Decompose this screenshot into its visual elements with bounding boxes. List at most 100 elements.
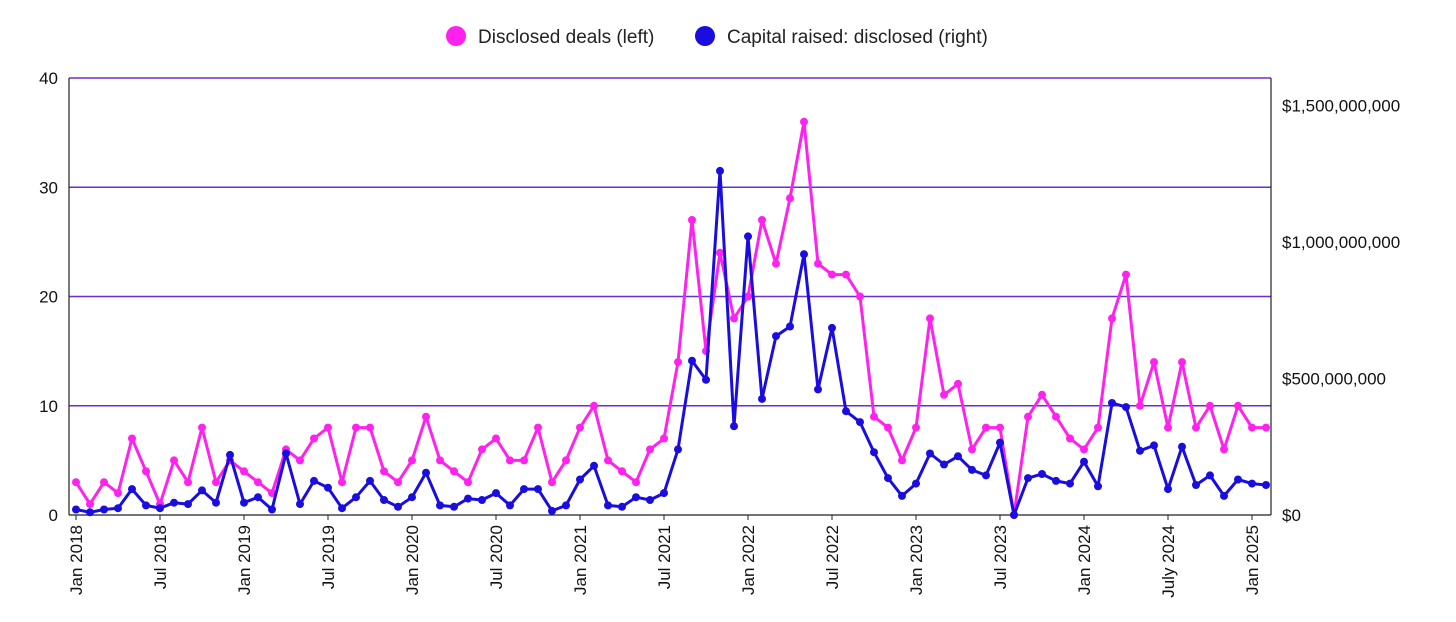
deals-point [1150,358,1158,367]
deals-point [1052,412,1060,421]
deals-point [1136,401,1144,410]
deals-point [1220,445,1228,454]
capital-point [1262,481,1270,489]
deals-point [464,478,472,487]
deals-point [184,478,192,487]
legend-capital-marker [695,26,715,46]
capital-point [212,498,220,507]
capital-point [674,445,682,454]
capital-point [156,504,164,513]
deals-point [744,292,752,301]
capital-point [72,505,80,514]
capital-point [772,332,780,341]
legend-deals-marker [446,26,466,46]
capital-point [800,250,808,259]
deals-point [982,423,990,432]
capital-point [814,385,822,394]
capital-point [478,496,486,504]
deals-point [366,423,374,432]
capital-point [688,356,696,365]
deals-point [926,314,934,323]
deals-point [576,423,584,432]
capital-point [506,501,514,510]
deals-point [436,456,444,465]
capital-point [198,486,206,495]
capital-point [590,461,598,470]
deals-point [128,434,136,443]
capital-point [758,394,766,403]
deals-point [408,456,416,465]
capital-point [842,407,850,416]
left-tick-label: 40 [39,69,58,88]
capital-point [1010,511,1018,519]
deals-point [72,478,80,487]
capital-point [926,449,934,458]
capital-point [310,476,318,485]
capital-point [324,483,332,492]
deals-point [590,401,598,410]
deals-point [688,216,696,224]
capital-point [366,476,374,485]
deals-point [268,489,276,498]
right-tick-label: $1,500,000,000 [1282,96,1400,115]
capital-point [828,323,836,332]
capital-point [422,468,430,477]
x-tick-label: Jul 2021 [655,525,674,589]
capital-point [548,506,556,515]
deals-point [618,467,626,476]
capital-point [338,504,346,513]
capital-point [660,489,668,498]
deals-point [954,379,962,388]
capital-point [576,475,584,484]
capital-point [464,494,472,503]
gridlines [69,77,1271,407]
right-tick-label: $1,000,000,000 [1282,233,1400,252]
deals-point [786,194,794,203]
deals-point [632,478,640,487]
deals-point [380,467,388,476]
capital-point [520,485,528,494]
deals-point [492,434,500,443]
deals-point [604,456,612,465]
legend: Disclosed deals (left) Capital raised: d… [446,26,988,48]
capital-point [870,448,878,457]
deals-point [506,456,514,465]
x-tick-label: Jan 2024 [1075,525,1094,595]
deals-point [86,500,94,509]
deals-point [996,423,1004,432]
capital-point [1108,399,1116,407]
capital-point [240,498,248,507]
left-tick-label: 20 [39,288,58,307]
deals-point [1178,358,1186,367]
capital-point [1234,475,1242,484]
left-tick-label: 10 [39,397,58,416]
capital-point [1024,474,1032,483]
deals-point [534,423,542,432]
capital-point [282,449,290,458]
deals-point [772,259,780,268]
deals-point [968,445,976,454]
deals-point [450,467,458,476]
deals-line [74,120,1268,517]
capital-point [1094,482,1102,491]
x-tick-label: Jan 2020 [403,525,422,595]
deals-point [254,478,262,487]
capital-point [898,491,906,500]
x-tick-label: Jan 2023 [907,525,926,595]
deals-point [142,467,150,476]
deals-point [870,412,878,421]
series [72,117,1270,519]
deals-point [814,259,822,268]
capital-point [534,485,542,494]
series-deals [72,117,1270,519]
deals-point [730,314,738,323]
deals-point [912,423,920,432]
capital-point [450,502,458,511]
deals-point [1234,401,1242,410]
deals-point [422,412,430,421]
capital-point [492,489,500,498]
deals-point [898,456,906,465]
capital-point [744,232,752,241]
deals-point [212,478,220,487]
